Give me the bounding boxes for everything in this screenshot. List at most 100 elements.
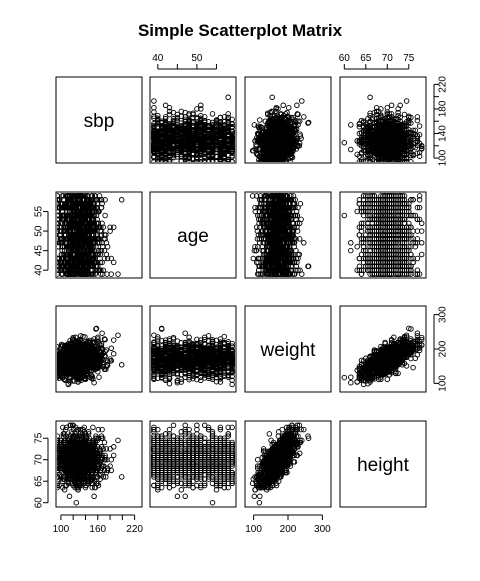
data-point (375, 138, 382, 145)
data-point (279, 128, 286, 135)
data-point (213, 118, 220, 124)
data-point (414, 138, 421, 144)
data-point (182, 127, 188, 134)
data-point (205, 144, 212, 151)
data-point (365, 137, 371, 144)
data-point (268, 115, 274, 121)
data-point (285, 104, 292, 111)
data-point (151, 159, 157, 162)
data-point (225, 94, 231, 101)
data-point (107, 228, 113, 234)
points (249, 94, 312, 162)
data-point (289, 150, 295, 156)
data-point (294, 102, 300, 109)
data-point (155, 115, 161, 121)
data-point (262, 118, 269, 124)
data-point (348, 146, 354, 153)
data-point (278, 151, 285, 157)
data-point (414, 117, 421, 124)
data-point (174, 127, 181, 133)
data-point (348, 122, 354, 128)
data-point (367, 159, 373, 162)
data-point (280, 102, 286, 109)
data-point (178, 108, 185, 115)
data-point (182, 118, 188, 124)
points (57, 193, 125, 277)
data-point (367, 146, 373, 152)
data-point (217, 130, 224, 136)
data-point (151, 98, 157, 104)
data-point (205, 152, 212, 158)
data-point (166, 121, 173, 128)
data-point (262, 159, 269, 162)
points (341, 94, 425, 162)
data-point (268, 138, 274, 145)
data-point (276, 120, 283, 126)
panel-sbp-vs-weight (244, 76, 332, 164)
data-point (288, 114, 294, 121)
data-point (292, 139, 299, 146)
data-point (395, 109, 401, 116)
data-point (190, 150, 196, 156)
data-point (162, 120, 169, 127)
data-point (290, 138, 296, 144)
data-point (416, 149, 423, 156)
data-point (151, 149, 157, 156)
data-point (265, 149, 272, 156)
data-point (269, 94, 275, 101)
data-point (275, 131, 281, 138)
data-point (388, 159, 395, 162)
data-point (275, 106, 281, 112)
data-point (406, 119, 412, 126)
data-point (416, 131, 423, 138)
data-point (403, 159, 410, 162)
data-point (178, 124, 185, 130)
data-point (170, 117, 177, 124)
data-point (178, 143, 185, 149)
data-point (251, 122, 258, 128)
data-point (277, 159, 284, 162)
data-point (194, 106, 200, 112)
chart-title: Simple Scatterplot Matrix (138, 21, 343, 40)
data-point (267, 109, 273, 116)
data-point (281, 134, 287, 140)
data-point (283, 119, 290, 125)
data-point (269, 159, 275, 162)
data-point (397, 102, 403, 109)
data-point (201, 131, 208, 138)
data-point (217, 131, 224, 138)
data-point (373, 108, 380, 115)
data-point (341, 139, 348, 146)
data-point (170, 147, 177, 153)
data-point (151, 104, 157, 111)
data-point (166, 104, 173, 111)
data-point (356, 138, 363, 144)
data-point (418, 145, 425, 152)
data-point (414, 114, 421, 120)
data-point (217, 122, 224, 129)
data-point (397, 151, 403, 157)
panel-sbp-vs-age (149, 76, 237, 164)
data-point (365, 133, 371, 140)
data-point (278, 139, 284, 146)
data-point (162, 151, 169, 157)
data-point (295, 111, 301, 118)
data-point (166, 159, 173, 162)
data-point (261, 146, 267, 152)
data-point (201, 159, 208, 162)
data-point (98, 204, 105, 211)
data-point (190, 129, 196, 136)
data-point (198, 149, 204, 156)
data-point (380, 159, 386, 162)
data-point (213, 159, 220, 162)
data-point (360, 118, 367, 124)
data-point (288, 154, 295, 160)
data-point (174, 154, 181, 160)
data-point (198, 106, 204, 112)
data-point (384, 150, 391, 156)
data-point (384, 111, 391, 117)
data-point (295, 118, 301, 124)
data-point (367, 152, 373, 159)
data-point (213, 138, 220, 144)
